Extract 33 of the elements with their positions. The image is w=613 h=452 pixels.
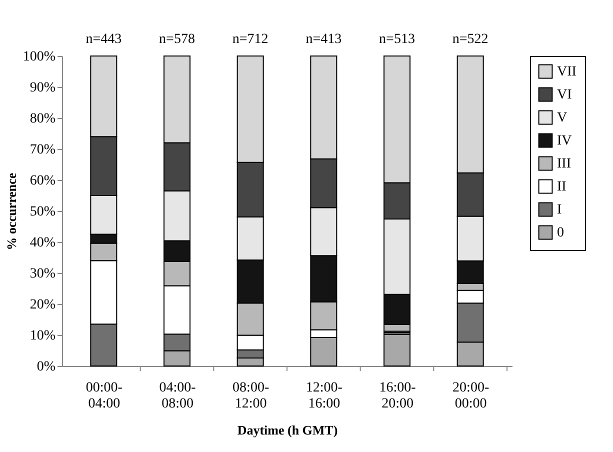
x-tick-label: 16:00- 20:00 <box>379 380 416 412</box>
text: n=522 <box>452 32 488 47</box>
y-tick-label: 50% <box>30 204 56 220</box>
x-tick-label: 04:00- 08:00 <box>159 380 196 412</box>
y-tick-label: 10% <box>30 328 56 344</box>
y-tick-label: 20% <box>30 298 56 312</box>
text: n=578 <box>159 32 195 47</box>
text: n=443 <box>86 32 122 47</box>
y-tick-label: 60% <box>30 174 56 188</box>
text: n=513 <box>379 32 415 47</box>
x-tick-label: 12:00- 16:00 <box>306 380 343 412</box>
y-tick-label: 70% <box>30 142 56 158</box>
y-tick-label: 0% <box>36 360 56 374</box>
legend-label: VII <box>557 64 577 80</box>
legend-label: III <box>557 156 572 172</box>
y-tick-label: 80% <box>30 112 56 126</box>
text: n=413 <box>306 32 342 47</box>
text: n=712 <box>232 32 268 47</box>
y-tick-label: 40% <box>30 236 56 250</box>
legend-label: IV <box>557 134 572 148</box>
y-tick-label: 30% <box>30 266 56 282</box>
y-tick-label: 90% <box>30 80 56 96</box>
y-tick-label: 100% <box>22 50 56 64</box>
legend-label: 0 <box>557 226 564 240</box>
legend-label: II <box>557 180 567 194</box>
y-axis-title: % occurrence <box>4 172 19 250</box>
legend-label: V <box>557 110 568 126</box>
x-tick-label: 20:00- 00:00 <box>452 380 490 412</box>
legend-label: VI <box>557 88 572 102</box>
x-tick-label: 08:00- 12:00 <box>232 380 270 412</box>
x-tick-label: 00:00- 04:00 <box>86 380 123 412</box>
legend-label: I <box>557 202 562 218</box>
x-axis-title: Daytime (h GMT) <box>237 422 338 438</box>
